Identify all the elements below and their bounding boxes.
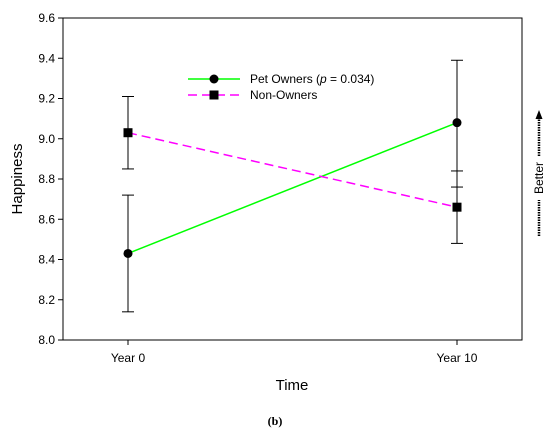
x-ticks: Year 0 Year 10 (111, 340, 478, 365)
y-tick-label: 8.4 (38, 253, 55, 267)
series-non-owners (122, 95, 463, 244)
legend-label: Pet Owners (p = 0.034) (250, 72, 374, 86)
y-ticks: 8.0 8.2 8.4 8.6 8.8 9.0 9.2 9.4 9.6 (38, 11, 63, 347)
better-arrowhead-icon (535, 110, 543, 119)
data-point (452, 202, 462, 212)
plot-frame (62, 17, 523, 341)
legend: Pet Owners (p = 0.034) Non-Owners (188, 72, 374, 102)
x-axis-label: Time (276, 377, 309, 394)
better-annotation: Better (532, 110, 546, 236)
y-tick-label: 9.6 (38, 11, 55, 25)
y-tick-label: 8.2 (38, 293, 55, 307)
legend-item: Non-Owners (188, 88, 317, 102)
legend-label: Non-Owners (250, 88, 317, 102)
legend-item: Pet Owners (p = 0.034) (188, 72, 374, 86)
series-line (127, 121, 458, 255)
x-tick-label: Year 0 (111, 351, 146, 365)
y-tick-label: 8.6 (38, 212, 55, 226)
better-label: Better (532, 162, 546, 194)
y-axis-label: Happiness (9, 144, 26, 215)
y-tick-label: 9.4 (38, 51, 55, 65)
chart: 8.0 8.2 8.4 8.6 8.8 9.0 9.2 9.4 9.6 Year 0 Year 1… (9, 11, 546, 394)
series (122, 59, 463, 313)
series-pet-owners (122, 59, 463, 313)
series-line (127, 131, 458, 208)
y-tick-label: 9.2 (38, 92, 55, 106)
better-label-bg (532, 156, 546, 200)
y-tick-label: 9.0 (38, 132, 55, 146)
y-tick-label: 8.0 (38, 333, 55, 347)
y-tick-label: 8.8 (38, 172, 55, 186)
x-tick-label: Year 10 (437, 351, 478, 365)
data-point (123, 248, 133, 258)
data-point (452, 118, 462, 128)
legend-marker (209, 90, 219, 100)
legend-marker (209, 74, 219, 84)
data-point (123, 128, 133, 138)
figure-caption: (b) (267, 414, 283, 428)
